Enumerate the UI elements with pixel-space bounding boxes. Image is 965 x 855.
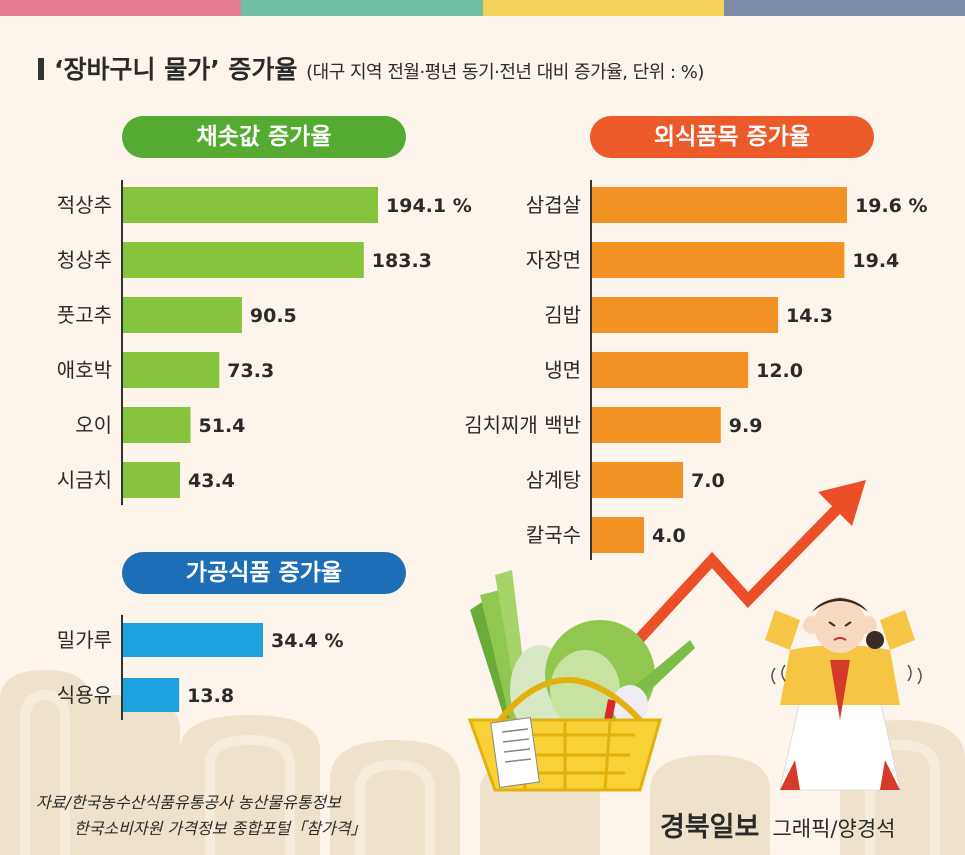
stripe-teal [241, 0, 483, 16]
dining-bar [592, 462, 684, 498]
dining-bar [592, 187, 847, 223]
dining-category-label: 삼계탕 [526, 468, 581, 492]
dining-bar [592, 517, 645, 553]
dining-category-label: 칼국수 [526, 523, 581, 547]
dining-value-label: 4.0 [652, 525, 686, 547]
worried-woman-icon [765, 597, 922, 791]
veg-value-label: 51.4 [199, 415, 246, 437]
veg-category-label: 시금치 [57, 468, 112, 492]
stripe-yellow [482, 0, 724, 16]
processed-chart-title: 가공식품 증가율 [122, 552, 406, 594]
veg-category-label: 풋고추 [57, 303, 112, 327]
dining-value-label: 12.0 [756, 360, 803, 382]
veg-bar [123, 297, 242, 333]
veg-value-label: 90.5 [250, 305, 297, 327]
color-stripe [0, 0, 965, 16]
veg-category-label: 애호박 [57, 358, 112, 382]
dining-value-label: 19.6 % [855, 195, 928, 217]
dining-bar [592, 242, 845, 278]
stripe-slate [723, 0, 965, 16]
veg-value-label: 73.3 [227, 360, 274, 382]
title-subtitle: (대구 지역 전월·평년 동기·전년 대비 증가율, 단위 : %) [306, 62, 704, 83]
processed-value-label: 34.4 % [271, 630, 344, 652]
veg-chart: 적상추 194.1 % 청상추 183.3 풋고추 90.5 애호박 73.3 오이 51.4 시금… [57, 180, 472, 505]
graphic-credit: 그래픽/양경석 [772, 817, 896, 841]
veg-value-label: 43.4 [188, 470, 235, 492]
processed-bar [123, 678, 180, 712]
source-note: 자료/한국농수산식품유통공사 농산물유통정보 한국소비자원 가격정보 종합포털「… [36, 790, 366, 842]
dining-chart-title: 외식품목 증가율 [590, 116, 874, 158]
dining-bar [592, 352, 749, 388]
processed-category-label: 밀가루 [57, 628, 112, 652]
source-line-2: 한국소비자원 가격정보 종합포털「참가격」 [74, 819, 367, 838]
dining-category-label: 냉면 [544, 358, 581, 382]
dining-value-label: 14.3 [786, 305, 833, 327]
rising-arrow-icon [567, 480, 866, 716]
vegetable-chart-title: 채솟값 증가율 [122, 116, 406, 158]
brand-logo: 경북일보 [660, 812, 760, 843]
veg-bar [123, 407, 191, 443]
veg-category-label: 적상추 [57, 193, 112, 217]
dining-category-label: 자장면 [526, 248, 581, 272]
processed-value-label: 13.8 [187, 685, 234, 707]
veg-bar [123, 242, 364, 278]
veg-bar [123, 462, 181, 498]
dining-value-label: 7.0 [691, 470, 725, 492]
source-line-1: 자료/한국농수산식품유통공사 농산물유통정보 [36, 793, 341, 812]
veg-bar [123, 187, 378, 223]
veg-value-label: 194.1 % [386, 195, 472, 217]
processed-chart: 밀가루 34.4 % 식용유 13.8 [57, 615, 344, 720]
processed-category-label: 식용유 [57, 683, 112, 707]
veg-value-label: 183.3 [372, 250, 432, 272]
page-title: ‘장바구니 물가’ 증가율 (대구 지역 전월·평년 동기·전년 대비 증가율,… [38, 50, 704, 86]
dining-bar [592, 407, 721, 443]
title-text: ‘장바구니 물가’ 증가율 [54, 55, 298, 84]
title-marker [38, 58, 44, 80]
dining-category-label: 김밥 [544, 303, 581, 327]
stripe-pink [0, 0, 242, 16]
processed-bar [123, 623, 263, 657]
veg-category-label: 오이 [75, 413, 112, 437]
dining-bar [592, 297, 779, 333]
veg-category-label: 청상추 [57, 248, 112, 272]
vegetable-basket-icon [467, 570, 695, 792]
dining-value-label: 19.4 [852, 250, 899, 272]
dining-category-label: 삼겹살 [526, 193, 581, 217]
credit: 경북일보 그래픽/양경석 [660, 805, 895, 844]
veg-bar [123, 352, 220, 388]
dining-category-label: 김치찌개 백반 [464, 413, 581, 437]
dining-chart: 삼겹살 19.6 % 자장면 19.4 김밥 14.3 냉면 12.0 김치찌개 백반 9.9 삼계… [464, 180, 928, 560]
dining-value-label: 9.9 [729, 415, 763, 437]
